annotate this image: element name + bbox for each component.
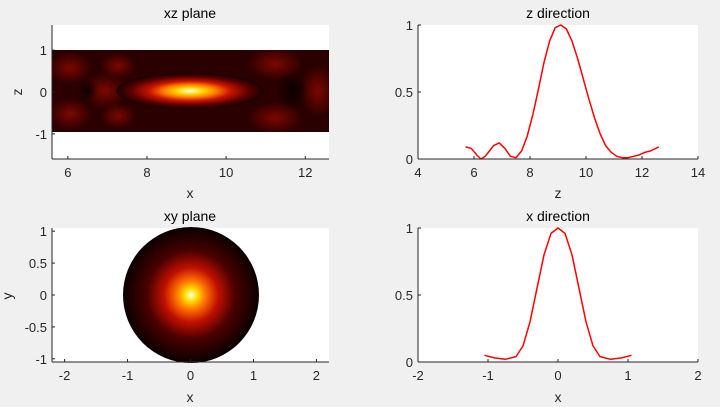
y-tick-label: 1 <box>406 18 413 33</box>
x-tick-label: -1 <box>482 368 494 383</box>
panel-x-direction: -2 -1 0 1 2 10.50 x direction x <box>395 208 702 405</box>
x-axis-label: z <box>555 185 562 201</box>
x-ticks: -2 -1 0 1 2 <box>412 359 702 383</box>
x-tick-label: 12 <box>298 165 312 180</box>
x-tick-label: 8 <box>526 165 533 180</box>
y-tick-label: 1 <box>40 43 47 58</box>
x-axis-label: x <box>187 185 194 201</box>
x-axis-label: x <box>187 389 194 405</box>
plot-title: xz plane <box>164 5 216 21</box>
y-tick-label: 0.5 <box>395 288 413 303</box>
xz-heatmap-hotspot <box>116 73 264 109</box>
x-tick-label: 6 <box>64 165 71 180</box>
y-ticks: 10.50 <box>395 221 421 370</box>
plot-title: xy plane <box>164 208 216 224</box>
line-series <box>484 227 632 361</box>
plot-title: x direction <box>526 208 590 224</box>
y-tick-label: -0.5 <box>25 320 47 335</box>
x-tick-label: 12 <box>635 165 649 180</box>
line-series <box>465 24 660 160</box>
y-tick-label: 0.5 <box>395 85 413 100</box>
x-tick-label: -2 <box>59 368 71 383</box>
x-tick-label: 10 <box>219 165 233 180</box>
x-tick-label: 8 <box>143 165 150 180</box>
y-tick-label: -1 <box>35 352 47 367</box>
xz-heatmap-lobe <box>52 98 92 130</box>
x-tick-label: 1 <box>624 368 631 383</box>
xz-heatmap-lobe <box>100 53 136 79</box>
y-tick-label: 1 <box>40 224 47 239</box>
xz-heatmap-lobe <box>52 52 92 84</box>
y-tick-label: 0.5 <box>29 256 47 271</box>
x-tick-label: 4 <box>414 165 421 180</box>
axes-background <box>418 228 698 362</box>
x-tick-label: 2 <box>694 368 701 383</box>
y-tick-label: 1 <box>406 221 413 236</box>
x-tick-label: -2 <box>412 368 424 383</box>
xz-heatmap-node <box>78 79 98 103</box>
y-tick-label: 0 <box>406 152 413 167</box>
y-axis-label: z <box>9 89 25 96</box>
y-ticks: 10.50 <box>395 18 421 167</box>
x-ticks: 6 8 10 12 <box>64 156 312 180</box>
series-line <box>484 227 632 361</box>
y-axis-label: y <box>0 293 15 300</box>
x-tick-label: 14 <box>691 165 705 180</box>
panel-xy-plane: -2 -1 0 1 2 1 0.5 0 -0.5 -1 xy plane x y <box>0 208 329 405</box>
x-ticks: -2 -1 0 1 2 <box>59 359 320 383</box>
xz-heatmap-lobe <box>300 65 329 117</box>
x-tick-label: 6 <box>470 165 477 180</box>
x-tick-label: 10 <box>579 165 593 180</box>
panel-z-direction: 4 6 8 10 12 14 10.50 z direction z <box>395 5 705 201</box>
x-tick-label: 2 <box>313 368 320 383</box>
y-tick-label: 0 <box>406 355 413 370</box>
y-tick-label: -1 <box>35 127 47 142</box>
xz-heatmap-lobe <box>100 103 136 129</box>
x-tick-label: 0 <box>554 368 561 383</box>
x-tick-label: 1 <box>250 368 257 383</box>
xz-heatmap-node <box>276 71 308 111</box>
plot-title: z direction <box>526 5 590 21</box>
series-line <box>465 24 660 160</box>
y-tick-label: 0 <box>40 85 47 100</box>
x-tick-label: 0 <box>187 368 194 383</box>
x-ticks: 4 6 8 10 12 14 <box>414 156 705 180</box>
x-axis-label: x <box>555 389 562 405</box>
xz-heatmap <box>52 50 329 132</box>
panel-xz-plane: 6 8 10 12 10-1 xz plane x z <box>9 5 329 201</box>
y-ticks: 1 0 -1 <box>35 43 55 142</box>
y-ticks: 1 0.5 0 -0.5 -1 <box>25 224 55 367</box>
axes-background <box>418 25 698 159</box>
x-tick-label: -1 <box>122 368 134 383</box>
y-tick-label: 0 <box>40 288 47 303</box>
xy-heatmap-disk <box>123 227 259 363</box>
